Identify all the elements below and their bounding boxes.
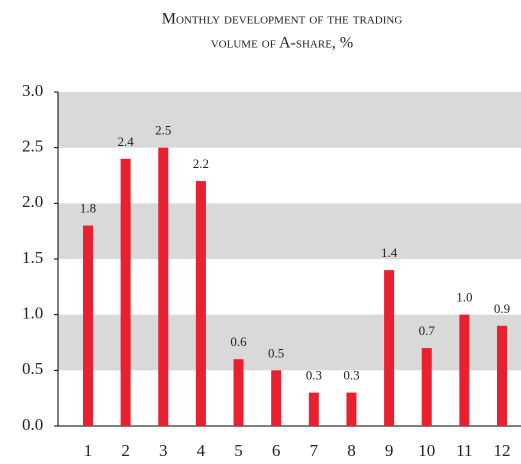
value-label: 2.5 bbox=[155, 123, 171, 138]
bar bbox=[421, 348, 432, 426]
bar bbox=[384, 270, 395, 426]
x-tick-label: 7 bbox=[310, 441, 319, 460]
x-tick-label: 8 bbox=[347, 441, 356, 460]
value-label: 0.6 bbox=[230, 334, 247, 349]
grid-band bbox=[58, 203, 521, 259]
bar bbox=[158, 147, 169, 426]
y-tick-label: 0.5 bbox=[22, 359, 43, 378]
x-tick-label: 12 bbox=[494, 441, 511, 460]
y-tick-label: 2.0 bbox=[22, 192, 43, 211]
value-label: 1.4 bbox=[381, 245, 398, 260]
grid-band bbox=[58, 92, 521, 148]
x-tick-label: 3 bbox=[159, 441, 168, 460]
value-label: 0.3 bbox=[306, 368, 322, 383]
bar bbox=[195, 181, 206, 426]
y-tick-label: 1.0 bbox=[22, 304, 43, 323]
chart-title: Monthly development of the trading bbox=[162, 11, 403, 28]
y-tick-label: 3.0 bbox=[22, 81, 43, 100]
bar bbox=[346, 392, 357, 426]
bar bbox=[83, 225, 93, 426]
x-tick-label: 5 bbox=[234, 441, 243, 460]
grid-band bbox=[58, 314, 521, 371]
value-label: 0.5 bbox=[268, 345, 284, 360]
bar bbox=[120, 158, 131, 427]
x-tick-label: 10 bbox=[418, 441, 435, 460]
chart-title: volume of A-share, % bbox=[211, 35, 354, 52]
value-label: 1.0 bbox=[456, 290, 472, 305]
value-label: 2.4 bbox=[118, 134, 135, 149]
bar bbox=[233, 359, 244, 426]
value-label: 0.7 bbox=[419, 323, 436, 338]
x-tick-label: 2 bbox=[121, 441, 130, 460]
y-tick-label: 2.5 bbox=[22, 137, 43, 156]
x-tick-label: 4 bbox=[197, 441, 206, 460]
value-label: 0.3 bbox=[343, 368, 359, 383]
bar bbox=[459, 314, 470, 426]
value-label: 2.2 bbox=[193, 156, 209, 171]
bar bbox=[497, 325, 507, 426]
x-tick-label: 6 bbox=[272, 441, 281, 460]
y-tick-label: 1.5 bbox=[22, 248, 43, 267]
value-label: 1.8 bbox=[80, 201, 96, 216]
x-tick-label: 9 bbox=[385, 441, 394, 460]
y-tick-label: 0.0 bbox=[22, 415, 43, 434]
x-tick-label: 1 bbox=[84, 441, 93, 460]
value-label: 0.9 bbox=[494, 301, 510, 316]
x-tick-label: 11 bbox=[456, 441, 472, 460]
bar bbox=[308, 392, 319, 426]
bar bbox=[271, 370, 282, 426]
